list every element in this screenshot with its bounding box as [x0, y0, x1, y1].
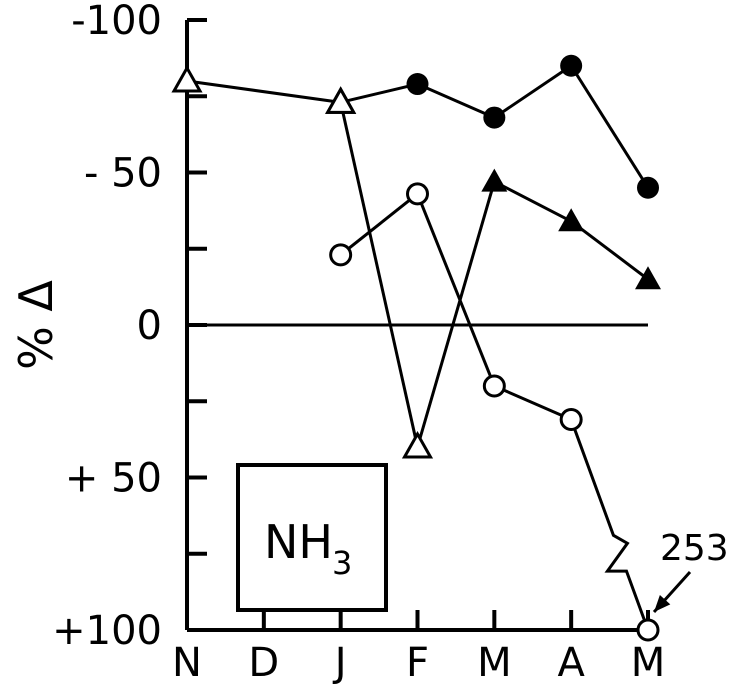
y-tick-label: + 50	[65, 456, 162, 502]
label-box-subscript: 3	[332, 544, 352, 582]
y-axis-label: % Δ	[9, 280, 63, 370]
series-0-point-5	[637, 176, 659, 199]
series-1-point-3	[558, 208, 585, 232]
y-tick-label: - 50	[84, 151, 162, 197]
series-2-segment	[569, 419, 650, 631]
series-1-segment	[493, 180, 572, 223]
series-0-segment	[186, 79, 341, 104]
chart-markers	[171, 54, 661, 642]
series-0-segment	[416, 82, 495, 119]
annotation-label-0: 253	[660, 528, 729, 569]
series-1-segment	[416, 181, 496, 448]
series-2-point-4	[636, 618, 660, 642]
series-2-segment	[493, 384, 572, 421]
chart-annotations: 253	[652, 528, 729, 614]
series-0-segment	[340, 82, 418, 104]
series-2-point-2	[482, 374, 506, 398]
compound-label-box: NH 3	[236, 463, 388, 612]
series-2-point-3	[559, 408, 583, 432]
y-tick-label: -100	[71, 0, 162, 44]
series-0-point-3	[483, 106, 506, 129]
series-0-segment	[493, 64, 573, 119]
label-box-main: NH	[264, 515, 333, 569]
y-tick-label: +100	[52, 608, 162, 654]
y-tick-label: 0	[137, 303, 162, 349]
series-0-segment	[569, 64, 650, 189]
annotation-arrowhead-0	[654, 594, 671, 612]
series-0-point-4	[560, 54, 583, 77]
chart-axes	[185, 20, 648, 632]
series-1-segment	[339, 102, 419, 448]
series-2-segment	[339, 192, 419, 257]
series-2-point-1	[406, 182, 429, 206]
x-tick-label: M	[477, 640, 512, 686]
x-tick-label: D	[248, 640, 279, 686]
series-1-point-2	[481, 168, 508, 192]
series-1-point-0	[325, 86, 357, 114]
x-tick-label: A	[557, 640, 585, 686]
series-2-point-0	[329, 243, 353, 267]
x-tick-label: F	[406, 640, 429, 686]
x-tick-label: N	[172, 640, 202, 686]
series-2-segment	[416, 193, 496, 387]
chart-series-lines	[186, 64, 650, 631]
label-box-frame	[236, 463, 388, 612]
series-0-point-0	[171, 64, 203, 93]
series-1-point-1	[401, 430, 434, 459]
series-1-point-4	[635, 266, 661, 290]
x-tick-label: M	[631, 640, 666, 686]
series-0-point-2	[406, 73, 429, 96]
x-tick-label: J	[332, 640, 347, 686]
